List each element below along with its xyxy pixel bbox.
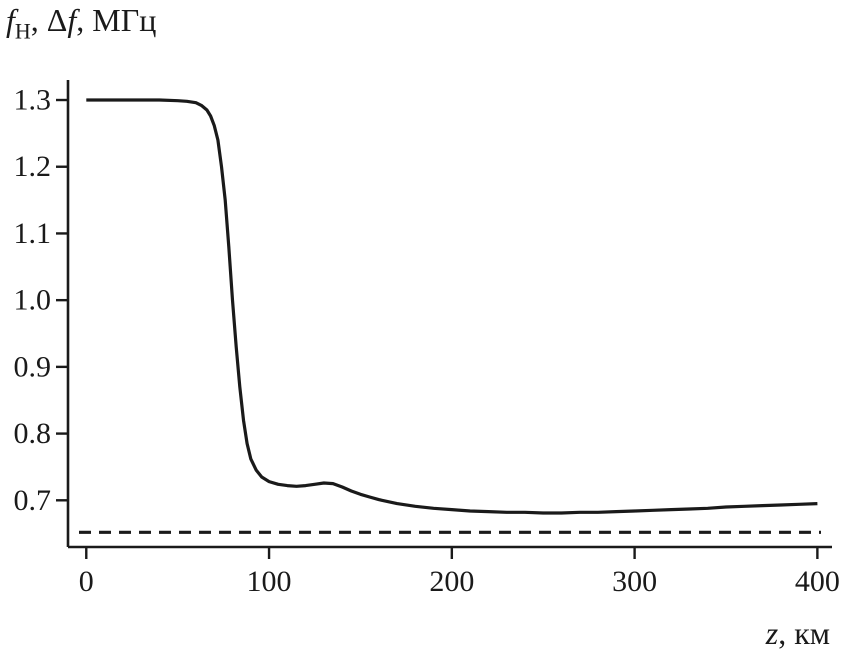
x-tick-label: 400 bbox=[795, 565, 840, 598]
y-title-units: , МГц bbox=[76, 2, 157, 38]
y-title-delta: , Δ bbox=[30, 2, 68, 38]
y-tick-label: 1.3 bbox=[14, 84, 52, 117]
y-title-subscript: Н bbox=[14, 18, 31, 44]
y-axis-title: fН, Δf, МГц bbox=[6, 2, 156, 44]
y-title-delta-f: f bbox=[67, 2, 77, 38]
x-title-units: , км bbox=[778, 615, 830, 651]
x-tick-label: 300 bbox=[612, 565, 657, 598]
series-f-solid-curve bbox=[86, 98, 818, 515]
y-tick-label: 0.9 bbox=[14, 350, 52, 383]
x-axis-title: z, км bbox=[766, 615, 830, 652]
y-tick-label: 1.1 bbox=[14, 217, 52, 250]
y-tick-label: 1.0 bbox=[14, 284, 52, 317]
x-title-z-symbol: z bbox=[765, 615, 779, 651]
y-tick-label: 0.7 bbox=[14, 484, 52, 517]
x-tick-label: 200 bbox=[429, 565, 474, 598]
y-title-f-symbol: f bbox=[6, 2, 15, 38]
x-tick-label: 100 bbox=[247, 565, 292, 598]
y-tick-label: 0.8 bbox=[14, 417, 52, 450]
x-tick-label: 0 bbox=[79, 565, 94, 598]
y-tick-label: 1.2 bbox=[14, 150, 52, 183]
